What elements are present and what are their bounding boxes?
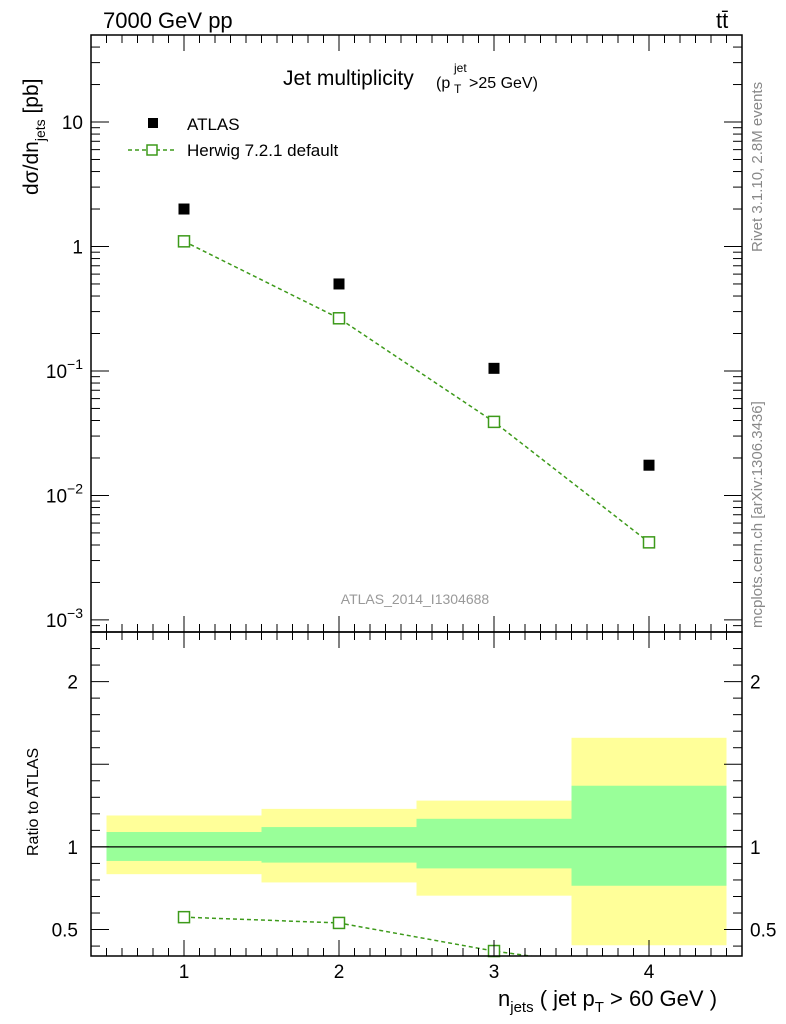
main-y-tick-label: 1: [72, 237, 83, 258]
analysis-watermark: ATLAS_2014_I1304688: [341, 591, 490, 607]
ratio-herwig-point: [177, 910, 191, 924]
main-series: [177, 203, 656, 549]
ratio-y-tick-label-left: 1: [67, 838, 78, 859]
main-y-tick-label: 10−2: [46, 480, 83, 507]
x-tick-label: 4: [644, 962, 655, 983]
main-title-sub-rest: >25 GeV): [469, 75, 538, 92]
herwig-point: [487, 415, 501, 429]
ratio-inner-band: [571, 785, 727, 886]
main-x-ticks: [106, 35, 727, 632]
legend: ATLAS Herwig 7.2.1 default: [128, 115, 338, 160]
svg-text:dσ/dnjets [pb]: dσ/dnjets [pb]: [20, 78, 48, 195]
main-title-sub-jet: jet: [453, 61, 467, 75]
main-y-tick-labels: 10 1 10−1 10−2 10−3: [46, 113, 83, 632]
main-title-sub: (p: [436, 75, 450, 92]
mcplots-label: mcplots.cern.ch [arXiv:1306.3436]: [749, 401, 766, 628]
ratio-y-tick-label-right: 2: [750, 673, 761, 694]
ratio-y-tick-label-right: 0.5: [750, 921, 776, 942]
atlas-point: [488, 362, 500, 374]
legend-herwig-label: Herwig 7.2.1 default: [187, 141, 338, 160]
ratio-herwig-line: [183, 916, 536, 956]
x-tick-label: 2: [334, 962, 345, 983]
main-y-axis-label: dσ/dnjets [pb]: [20, 78, 48, 195]
ratio-y-tick-label-right: 1: [750, 838, 761, 859]
atlas-point: [178, 203, 190, 215]
main-y-tick-label: 10: [62, 113, 83, 134]
herwig-line: [183, 240, 650, 543]
main-title: Jet multiplicity: [283, 67, 414, 90]
ratio-bands: [106, 737, 727, 946]
ratio-y-axis-label: Ratio to ATLAS: [25, 748, 42, 856]
process-label: tt̄: [716, 8, 728, 33]
main-y-tick-label: 10−3: [46, 605, 83, 632]
herwig-point: [332, 312, 346, 325]
ratio-x-ticks: [106, 632, 727, 956]
ratio-herwig-point: [332, 916, 346, 930]
legend-herwig-marker: [146, 144, 158, 156]
ratio-y-tick-label-left: 0.5: [52, 921, 78, 942]
x-axis-label: njets ( jet pT > 60 GeV ): [498, 986, 717, 1016]
energy-label: 7000 GeV pp: [103, 8, 233, 33]
ratio-y-ticks: [91, 631, 742, 947]
ratio-inner-band: [261, 827, 417, 863]
rivet-label: Rivet 3.1.10, 2.8M events: [749, 82, 766, 252]
x-tick-label: 3: [489, 962, 500, 983]
ratio-panel: 0.5 0.5 1 1 2 2 1 2 3 4 Ratio to ATLAS njets ( je…: [25, 631, 777, 1016]
legend-atlas-label: ATLAS: [187, 115, 240, 134]
main-y-ticks: [91, 34, 742, 633]
atlas-point: [643, 459, 655, 471]
legend-atlas-marker: [148, 118, 158, 128]
x-tick-label: 1: [179, 962, 190, 983]
ratio-y-tick-label-left: 2: [67, 673, 78, 694]
ratio-inner-band: [416, 818, 572, 869]
atlas-point: [333, 278, 345, 290]
herwig-point: [642, 536, 656, 549]
main-y-tick-label: 10−1: [46, 356, 83, 383]
ratio-tick-labels: 0.5 0.5 1 1 2 2 1 2 3 4: [52, 673, 777, 983]
main-title-sub-T: T: [454, 82, 462, 96]
herwig-point: [177, 235, 191, 248]
